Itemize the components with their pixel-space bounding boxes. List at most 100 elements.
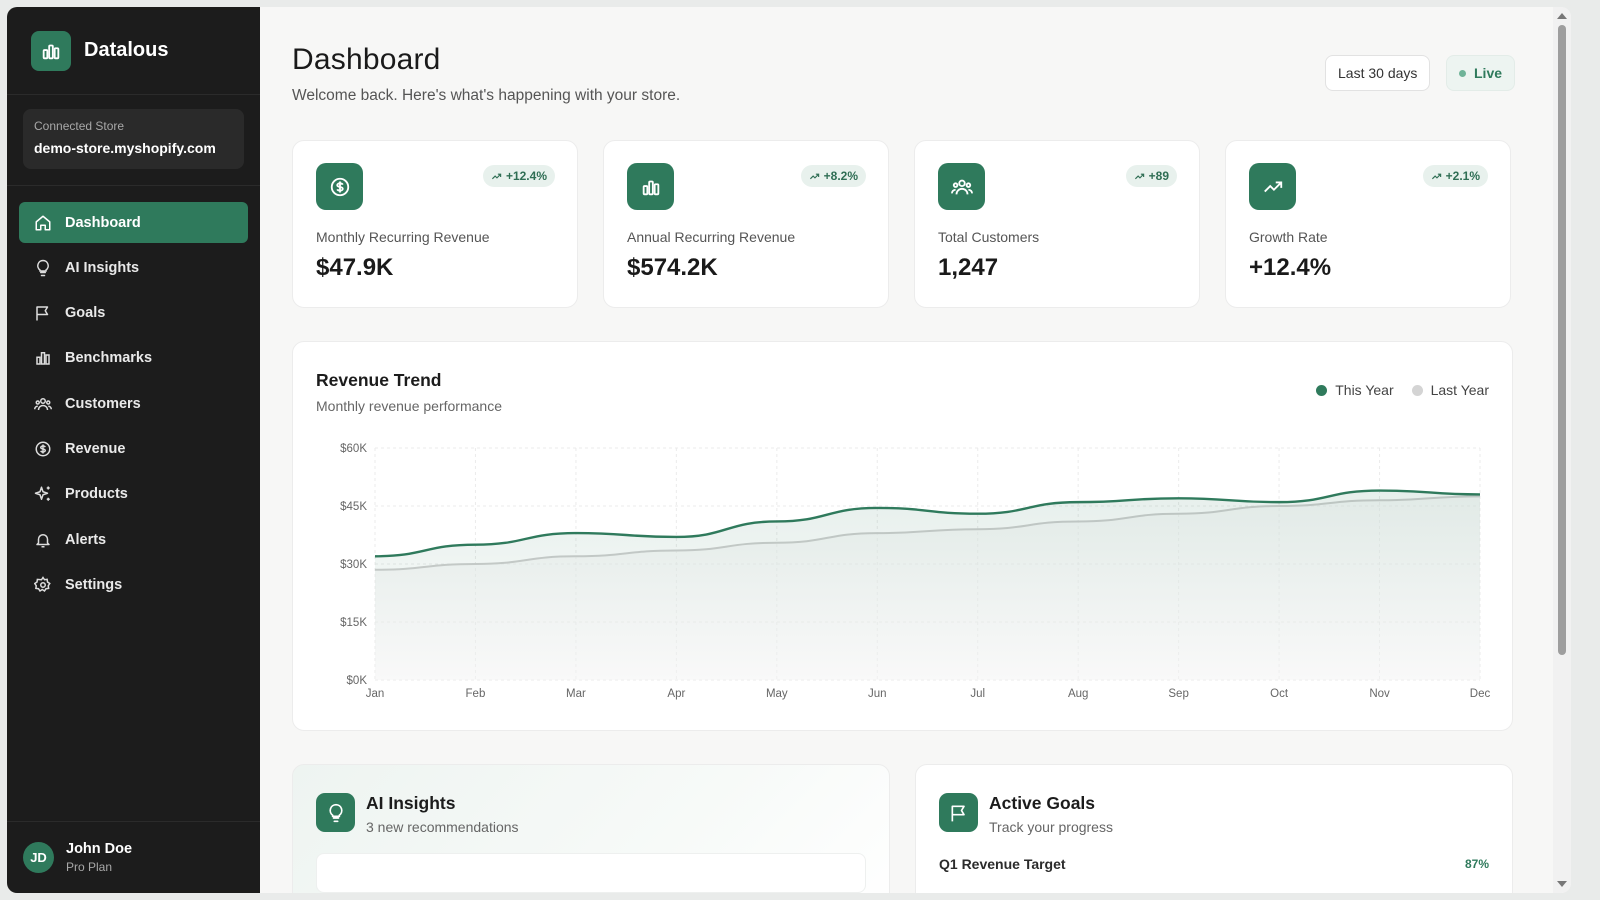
brand[interactable]: Datalous: [7, 7, 260, 95]
trending-up-icon: [1249, 163, 1296, 210]
sidebar-item-benchmarks[interactable]: Benchmarks: [19, 338, 248, 379]
sidebar-divider: [7, 185, 260, 186]
page-scrollbar[interactable]: [1553, 7, 1571, 893]
sidebar-item-label: Benchmarks: [65, 350, 153, 367]
legend-last-year[interactable]: Last Year: [1411, 382, 1489, 398]
x-tick-label: Aug: [1068, 688, 1088, 700]
sidebar-item-label: Customers: [65, 395, 141, 412]
user-plan: Pro Plan: [66, 860, 113, 874]
trending-up-icon: [1134, 171, 1145, 182]
sidebar-item-revenue[interactable]: Revenue: [19, 428, 248, 469]
stat-change-badge: +12.4%: [482, 165, 555, 187]
y-tick-label: $60K: [340, 443, 367, 455]
main-content: Dashboard Welcome back. Here's what's ha…: [260, 7, 1553, 893]
home-icon: [33, 213, 53, 233]
sidebar-item-goals[interactable]: Goals: [19, 293, 248, 334]
legend-dot-icon: [1316, 384, 1328, 396]
series-area-this-year: [375, 490, 1480, 680]
lightbulb-icon: [316, 793, 355, 832]
stat-card-arr[interactable]: +8.2% Annual Recurring Revenue $574.2K: [603, 140, 889, 308]
sidebar-item-dashboard[interactable]: Dashboard: [19, 202, 248, 243]
stat-card-customers[interactable]: +89 Total Customers 1,247: [914, 140, 1200, 308]
page-title: Dashboard: [292, 43, 441, 76]
revenue-trend-card: $60K $45K $30K $15K $0K Jan Feb Mar Apr May Jun Jul…: [292, 341, 1513, 731]
card-title: Active Goals: [989, 793, 1096, 813]
stat-value: 1,247: [938, 254, 999, 281]
bar-chart-icon: [31, 30, 71, 71]
user-name: John Doe: [66, 841, 133, 857]
card-subtitle: 3 new recommendations: [366, 819, 519, 835]
chart-title: Revenue Trend: [316, 370, 442, 390]
active-goals-card[interactable]: Active Goals Track your progress Q1 Reve…: [915, 764, 1513, 893]
bar-chart-icon: [33, 348, 53, 368]
stat-value: $47.9K: [316, 254, 394, 281]
insight-item[interactable]: [316, 853, 866, 893]
sidebar-item-settings[interactable]: Settings: [19, 564, 248, 605]
x-tick-label: Sep: [1168, 688, 1188, 700]
app-window: Datalous Connected Store demo-store.mysh…: [7, 7, 1571, 893]
card-title: AI Insights: [366, 793, 456, 813]
card-subtitle: Track your progress: [989, 819, 1113, 835]
sparkles-icon: [33, 484, 53, 504]
stat-label: Monthly Recurring Revenue: [316, 229, 490, 245]
trending-up-icon: [491, 171, 502, 182]
stat-change-badge: +8.2%: [800, 165, 866, 187]
store-domain: demo-store.myshopify.com: [34, 140, 216, 156]
legend-label: Last Year: [1430, 382, 1489, 398]
sidebar-item-ai-insights[interactable]: AI Insights: [19, 247, 248, 288]
x-tick-label: Nov: [1369, 688, 1390, 700]
stat-change-value: +12.4%: [505, 169, 547, 183]
live-indicator[interactable]: Live: [1446, 55, 1516, 91]
x-tick-label: Dec: [1470, 688, 1491, 700]
ai-insights-card[interactable]: AI Insights 3 new recommendations: [292, 764, 890, 893]
chart-legend: This Year Last Year: [1298, 382, 1489, 398]
sidebar-nav: Dashboard AI Insights Goals Benchmarks: [19, 202, 248, 610]
x-tick-label: Feb: [466, 688, 486, 700]
y-tick-label: $45K: [340, 501, 367, 513]
scroll-down-icon[interactable]: [1557, 881, 1567, 887]
users-icon: [938, 163, 985, 210]
scroll-up-icon[interactable]: [1557, 13, 1567, 19]
sidebar-item-products[interactable]: Products: [19, 474, 248, 515]
user-profile[interactable]: JD John Doe Pro Plan: [7, 821, 260, 893]
flag-icon: [33, 303, 53, 323]
sidebar-item-label: Alerts: [65, 531, 107, 548]
stat-value: $574.2K: [627, 254, 718, 281]
sidebar-item-label: Goals: [65, 305, 106, 322]
stat-change-badge: +2.1%: [1422, 165, 1488, 187]
stat-label: Growth Rate: [1249, 229, 1328, 245]
connected-store[interactable]: Connected Store demo-store.myshopify.com: [23, 109, 244, 169]
stat-change-value: +2.1%: [1445, 169, 1480, 183]
sidebar-item-label: Dashboard: [65, 214, 141, 231]
sidebar-item-customers[interactable]: Customers: [19, 383, 248, 424]
dollar-icon: [33, 439, 53, 459]
stat-value: +12.4%: [1249, 254, 1332, 281]
legend-this-year[interactable]: This Year: [1316, 382, 1394, 398]
live-dot-icon: [1459, 69, 1466, 77]
trending-up-icon: [1431, 171, 1442, 182]
y-tick-label: $0K: [347, 675, 368, 687]
gear-icon: [33, 575, 53, 595]
stat-label: Total Customers: [938, 229, 1040, 245]
trending-up-icon: [809, 171, 820, 182]
flag-icon: [939, 793, 978, 832]
x-tick-label: Oct: [1270, 688, 1289, 700]
y-tick-label: $30K: [340, 559, 367, 571]
store-label: Connected Store: [34, 119, 125, 133]
brand-name: Datalous: [84, 39, 169, 61]
dollar-icon: [316, 163, 363, 210]
scrollbar-thumb[interactable]: [1558, 25, 1566, 655]
x-tick-label: Jan: [366, 688, 385, 700]
legend-label: This Year: [1335, 382, 1394, 398]
stat-card-growth[interactable]: +2.1% Growth Rate +12.4%: [1225, 140, 1511, 308]
goal-percent: 87%: [1464, 857, 1489, 871]
y-tick-label: $15K: [340, 617, 367, 629]
chart-subtitle: Monthly revenue performance: [316, 398, 502, 414]
date-range-button[interactable]: Last 30 days: [1325, 55, 1431, 91]
sidebar: Datalous Connected Store demo-store.mysh…: [7, 7, 260, 893]
lightbulb-icon: [33, 258, 53, 278]
sidebar-item-label: Products: [65, 486, 128, 503]
stat-card-mrr[interactable]: +12.4% Monthly Recurring Revenue $47.9K: [292, 140, 578, 308]
sidebar-item-alerts[interactable]: Alerts: [19, 519, 248, 560]
